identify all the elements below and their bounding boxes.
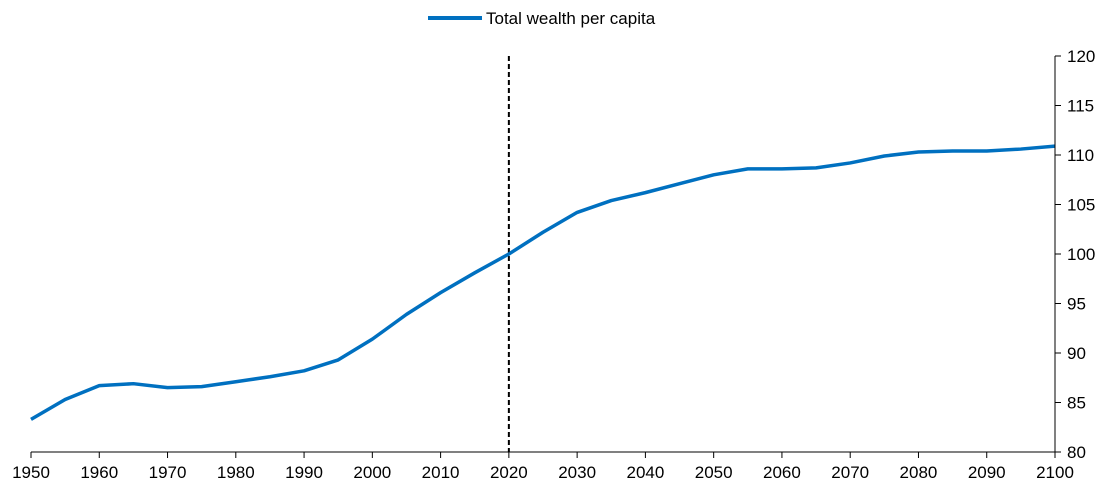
y-tick-label-90: 90 xyxy=(1067,344,1086,363)
data-point-2070 xyxy=(849,161,852,164)
data-point-1975 xyxy=(200,385,203,388)
x-tick-label-1990: 1990 xyxy=(285,463,323,482)
data-point-2045 xyxy=(678,182,681,185)
x-tick-label-2080: 2080 xyxy=(900,463,938,482)
x-tick-label-2050: 2050 xyxy=(695,463,733,482)
data-point-1970 xyxy=(166,386,169,389)
data-point-1990 xyxy=(303,369,306,372)
y-tick-label-115: 115 xyxy=(1067,97,1094,116)
y-tick-label-100: 100 xyxy=(1067,245,1095,264)
x-tick-label-1950: 1950 xyxy=(12,463,50,482)
data-point-2035 xyxy=(610,199,613,202)
x-tick-label-2090: 2090 xyxy=(968,463,1006,482)
data-point-2065 xyxy=(815,166,818,169)
x-tick-label-2040: 2040 xyxy=(626,463,664,482)
data-point-2055 xyxy=(746,167,749,170)
data-point-1955 xyxy=(64,398,67,401)
x-tick-label-2100: 2100 xyxy=(1036,463,1074,482)
series-group xyxy=(30,144,1056,421)
data-point-1995 xyxy=(337,358,340,361)
x-tick-label-1980: 1980 xyxy=(217,463,255,482)
data-point-1965 xyxy=(132,382,135,385)
legend-label-total-wealth-per-capita: Total wealth per capita xyxy=(486,9,656,28)
x-tick-label-2070: 2070 xyxy=(831,463,869,482)
data-point-2015 xyxy=(473,271,476,274)
x-tick-label-2000: 2000 xyxy=(353,463,391,482)
x-tick-label-2020: 2020 xyxy=(490,463,528,482)
data-point-2040 xyxy=(644,191,647,194)
y-tick-label-120: 120 xyxy=(1067,47,1095,66)
y-tick-label-105: 105 xyxy=(1067,196,1095,215)
data-point-2060 xyxy=(780,167,783,170)
data-point-1980 xyxy=(234,380,237,383)
legend: Total wealth per capita xyxy=(428,9,656,28)
data-point-2000 xyxy=(371,338,374,341)
data-point-2005 xyxy=(405,313,408,316)
x-tick-label-1970: 1970 xyxy=(149,463,187,482)
data-point-1960 xyxy=(98,384,101,387)
data-point-1950 xyxy=(30,418,33,421)
data-point-2095 xyxy=(1019,148,1022,151)
x-tick-label-2030: 2030 xyxy=(558,463,596,482)
series-line-total-wealth-per-capita xyxy=(30,144,1056,421)
y-tick-label-85: 85 xyxy=(1067,394,1086,413)
data-point-2010 xyxy=(439,291,442,294)
data-point-2030 xyxy=(576,211,579,214)
x-tick-label-2060: 2060 xyxy=(763,463,801,482)
y-tick-label-95: 95 xyxy=(1067,295,1086,314)
data-point-2025 xyxy=(542,231,545,234)
data-point-2090 xyxy=(985,150,988,153)
axes: 1950 1960 1970 1980 1990 2000 2010 2020 2030 2040… xyxy=(12,47,1095,482)
data-point-2085 xyxy=(951,150,954,153)
data-point-1985 xyxy=(268,375,271,378)
data-point-2080 xyxy=(917,151,920,154)
data-point-2075 xyxy=(883,154,886,157)
data-point-2020 xyxy=(507,253,510,256)
data-point-2050 xyxy=(712,173,715,176)
x-tick-label-2010: 2010 xyxy=(422,463,460,482)
x-tick-label-1960: 1960 xyxy=(80,463,118,482)
y-tick-label-80: 80 xyxy=(1067,443,1086,462)
y-tick-label-110: 110 xyxy=(1067,146,1094,165)
